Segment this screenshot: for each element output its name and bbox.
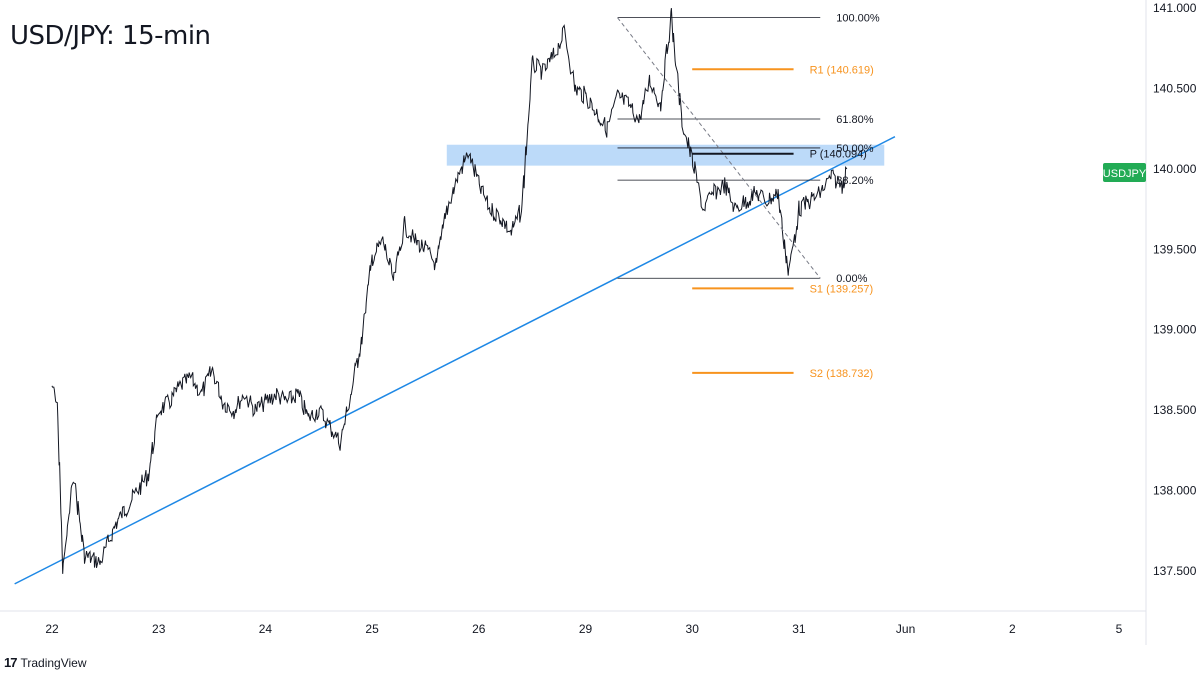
- x-tick-label: Jun: [896, 622, 915, 636]
- tradingview-brand[interactable]: 17 TradingView: [4, 655, 87, 670]
- x-tick-label: 30: [686, 622, 700, 636]
- resistance-zone: [446, 144, 885, 166]
- fib-level-label: 100.00%: [836, 13, 880, 25]
- y-tick-label: 138.500: [1153, 403, 1197, 417]
- x-tick-label: 31: [792, 622, 806, 636]
- y-tick-label: 139.000: [1153, 323, 1197, 337]
- x-tick-label: 5: [1116, 622, 1123, 636]
- symbol-badge-label: USDJPY: [1103, 168, 1147, 180]
- x-tick-label: 25: [365, 622, 379, 636]
- y-tick-label: 139.500: [1153, 242, 1197, 256]
- x-tick-label: 23: [152, 622, 166, 636]
- x-tick-label: 29: [579, 622, 593, 636]
- pivot-label: S1 (139.257): [810, 283, 874, 295]
- fib-level-label: 50.00%: [836, 143, 874, 155]
- fib-level-label: 61.80%: [836, 114, 874, 126]
- price-series: [51, 8, 848, 574]
- y-tick-label: 137.500: [1153, 564, 1197, 578]
- y-tick-label: 141.000: [1153, 1, 1197, 15]
- tradingview-logo-icon: 17: [4, 655, 18, 670]
- y-tick-label: 140.000: [1153, 162, 1197, 176]
- rising-trendline: [14, 136, 896, 585]
- pivot-label: P (140.094): [810, 149, 867, 161]
- y-tick-label: 138.000: [1153, 484, 1197, 498]
- pivot-label: R1 (140.619): [810, 64, 874, 76]
- tradingview-name: TradingView: [20, 655, 87, 670]
- pivot-label: S2 (138.732): [810, 368, 874, 380]
- fib-level-label: 38.20%: [836, 175, 874, 187]
- x-tick-label: 24: [259, 622, 273, 636]
- x-tick-label: 2: [1009, 622, 1016, 636]
- fib-level-label: 0.00%: [836, 273, 867, 285]
- symbol-badge[interactable]: USDJPY: [1103, 163, 1147, 182]
- y-tick-label: 140.500: [1153, 81, 1197, 95]
- chart-title: USD/JPY: 15-min: [10, 21, 211, 51]
- symbol-badge-bg: [1103, 163, 1146, 182]
- x-tick-label: 26: [472, 622, 486, 636]
- fib-diagonal: [617, 17, 821, 279]
- x-tick-label: 22: [45, 622, 59, 636]
